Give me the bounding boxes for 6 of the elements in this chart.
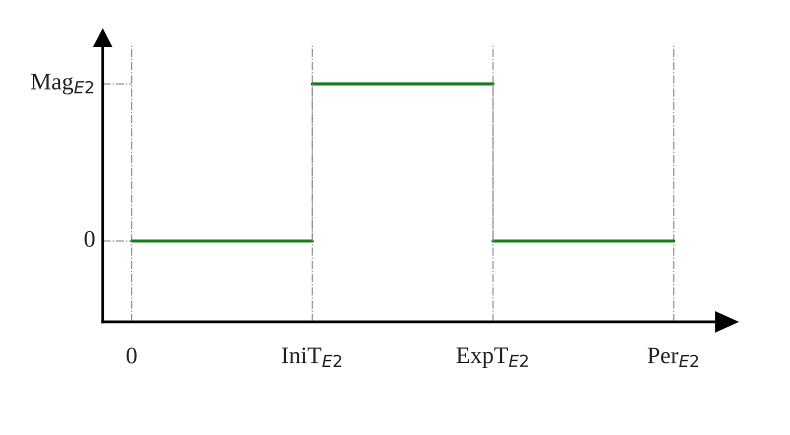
x-tick-label: 0 [126, 348, 137, 364]
x-tick-label: Per$_{E2}$ [648, 348, 698, 368]
x-tick-label: IniT$_{E2}$ [282, 347, 342, 367]
x-tick-label: ExpT$_{E2}$ [456, 348, 528, 368]
text: Mag$_{E2}$ [30, 74, 94, 94]
text: 0 [84, 230, 95, 247]
